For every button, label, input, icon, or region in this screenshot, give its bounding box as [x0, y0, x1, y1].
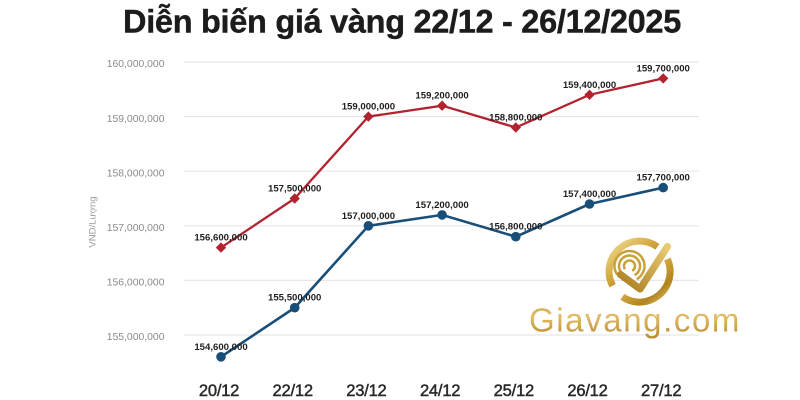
svg-text:156,600,000: 156,600,000 [194, 233, 247, 244]
svg-text:158,800,000: 158,800,000 [489, 113, 542, 124]
svg-text:157,700,000: 157,700,000 [637, 173, 690, 184]
svg-text:157,000,000: 157,000,000 [107, 223, 165, 234]
svg-text:159,700,000: 159,700,000 [637, 63, 690, 74]
svg-text:157,000,000: 157,000,000 [342, 211, 395, 222]
svg-text:154,600,000: 154,600,000 [194, 342, 247, 353]
svg-text:22/12: 22/12 [273, 381, 313, 400]
svg-text:26/12: 26/12 [567, 381, 607, 400]
svg-text:159,200,000: 159,200,000 [415, 91, 468, 102]
svg-text:160,000,000: 160,000,000 [107, 59, 165, 70]
svg-text:157,200,000: 157,200,000 [415, 200, 468, 211]
svg-text:VND/Lượng: VND/Lượng [88, 196, 99, 247]
svg-text:156,800,000: 156,800,000 [489, 222, 542, 233]
svg-text:155,500,000: 155,500,000 [268, 293, 321, 304]
svg-text:24/12: 24/12 [420, 381, 460, 400]
svg-text:159,400,000: 159,400,000 [563, 80, 616, 91]
svg-text:157,400,000: 157,400,000 [563, 189, 616, 200]
svg-text:27/12: 27/12 [641, 381, 681, 400]
svg-text:159,000,000: 159,000,000 [107, 114, 165, 125]
svg-text:Diễn biến giá vàng 22/12 - 26/: Diễn biến giá vàng 22/12 - 26/12/2025 [123, 3, 681, 40]
svg-text:159,000,000: 159,000,000 [342, 102, 395, 113]
svg-text:157,500,000: 157,500,000 [268, 184, 321, 195]
svg-text:155,000,000: 155,000,000 [107, 332, 165, 343]
svg-text:156,000,000: 156,000,000 [107, 278, 165, 289]
svg-text:25/12: 25/12 [494, 381, 534, 400]
svg-text:158,000,000: 158,000,000 [107, 168, 165, 179]
svg-text:Giavang.com: Giavang.com [529, 302, 741, 339]
svg-text:23/12: 23/12 [346, 381, 386, 400]
svg-text:20/12: 20/12 [199, 381, 239, 400]
